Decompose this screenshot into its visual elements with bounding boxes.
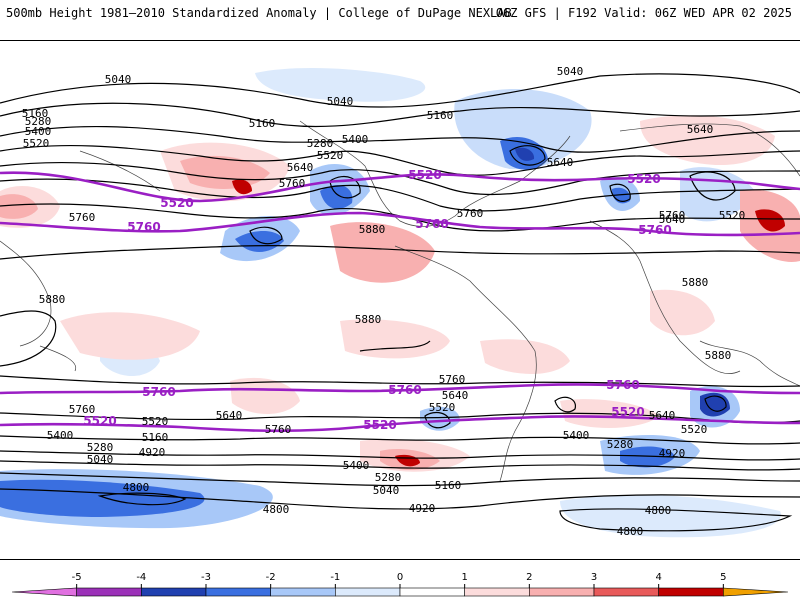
colorbar-tick-label: 5 [720, 572, 726, 583]
positive-anomaly-shading [0, 115, 800, 472]
colorbar-segment [529, 587, 595, 597]
contour-label: 4800 [263, 503, 290, 516]
climatology-lines [0, 171, 800, 433]
contour-label: 5520 [681, 423, 708, 436]
contour-label: 5880 [359, 223, 386, 236]
contour-label: 4920 [659, 447, 686, 460]
climatology-label: 5760 [638, 223, 671, 237]
colorbar-tick-label: -1 [330, 572, 340, 583]
contour-label: 5400 [343, 459, 370, 472]
climatology-label: 5520 [627, 172, 660, 186]
contour-label: 5640 [547, 156, 574, 169]
contour-label: 5520 [719, 209, 746, 222]
contour-label: 5400 [563, 429, 590, 442]
colorbar-scale: -5 -4 -3 -2 -1 0 1 2 3 4 5 [11, 572, 789, 597]
contour-label: 5520 [429, 401, 456, 414]
climatology-label: 5760 [415, 217, 448, 231]
climatology-label: 5520 [83, 414, 116, 428]
contour-label: 4800 [123, 481, 150, 494]
contour-label: 5280 [25, 115, 52, 128]
contour-label: 5520 [142, 415, 169, 428]
contour-label: 5040 [87, 453, 114, 466]
map-panel: 5040 5040 5040 5160 5160 5160 5280 5280 5400 5400… [0, 40, 800, 560]
colorbar-segment [723, 587, 789, 597]
colorbar-segment [141, 587, 207, 597]
contour-label: 4800 [617, 525, 644, 538]
climatology-label: 5520 [611, 405, 644, 419]
contour-label: 5160 [435, 479, 462, 492]
contour-label: 5880 [355, 313, 382, 326]
colorbar-tick-label: 3 [591, 572, 597, 583]
run-info: 06Z GFS | F192 Valid: 06Z WED APR 02 202… [495, 6, 792, 20]
contour-label: 5640 [687, 123, 714, 136]
contour-label: 5400 [25, 125, 52, 138]
contour-label: 5760 [265, 423, 292, 436]
contour-label: 4920 [409, 502, 436, 515]
colorbar-tick-label: -5 [72, 572, 82, 583]
contour-label: 5760 [69, 211, 96, 224]
colorbar-segment [399, 587, 465, 597]
color-legend: -5 -4 -3 -2 -1 0 1 2 3 4 5 [0, 562, 800, 600]
contour-label: 5880 [705, 349, 732, 362]
colorbar-tick-label: 0 [397, 572, 403, 583]
contour-label: 5760 [457, 207, 484, 220]
contour-label: 5280 [375, 471, 402, 484]
contour-label: 5160 [427, 109, 454, 122]
colorbar-tick-label: -2 [266, 572, 276, 583]
contour-label: 5160 [22, 107, 49, 120]
climatology-label: 5760 [606, 378, 639, 392]
colorbar-segment [658, 587, 724, 597]
colorbar-segment [76, 587, 142, 597]
contour-label: 5520 [23, 137, 50, 150]
coastlines [0, 120, 800, 482]
contour-label: 5280 [607, 438, 634, 451]
colorbar-segment [335, 587, 401, 597]
colorbar-tick-label: 1 [461, 572, 467, 583]
contour-label: 5760 [69, 403, 96, 416]
contour-label: 5040 [327, 95, 354, 108]
contour-label: 5160 [142, 431, 169, 444]
climatology-label: 5760 [127, 220, 160, 234]
contour-label: 5040 [373, 484, 400, 497]
climatology-label: 5760 [142, 385, 175, 399]
colorbar-tick-label: -3 [201, 572, 211, 583]
colorbar-segment [270, 587, 336, 597]
contour-label: 5160 [249, 117, 276, 130]
colorbar-segment [593, 587, 659, 597]
contour-label: 5640 [659, 213, 686, 226]
contour-label: 5280 [87, 441, 114, 454]
climatology-label: 5520 [160, 196, 193, 210]
contour-label: 4920 [139, 446, 166, 459]
contour-label: 4800 [645, 504, 672, 517]
contour-label: 5280 [307, 137, 334, 150]
colorbar-segment [205, 587, 271, 597]
contour-label: 5640 [216, 409, 243, 422]
contour-label: 5040 [105, 73, 132, 86]
height-contours [0, 73, 800, 532]
contour-label: 5400 [342, 133, 369, 146]
contour-label: 5400 [47, 429, 74, 442]
contour-label: 5760 [279, 177, 306, 190]
contour-label: 5640 [442, 389, 469, 402]
climatology-label: 5520 [363, 418, 396, 432]
contour-label: 5760 [659, 209, 686, 222]
colorbar-tick-label: -4 [136, 572, 146, 583]
contour-labels: 5040504050405160516051605280528054005400… [22, 65, 746, 538]
contour-label: 5880 [39, 293, 66, 306]
map-title: 500mb Height 1981–2010 Standardized Anom… [6, 6, 512, 20]
climatology-label: 5760 [388, 383, 421, 397]
contour-label: 5640 [287, 161, 314, 174]
colorbar-tick-label: 2 [526, 572, 532, 583]
contour-label: 5640 [649, 409, 676, 422]
contour-label: 5880 [682, 276, 709, 289]
colorbar-tick-label: 4 [655, 572, 661, 583]
colorbar-segment [11, 587, 77, 597]
colorbar-segment [464, 587, 530, 597]
contour-label: 5760 [439, 373, 466, 386]
contour-label: 5520 [317, 149, 344, 162]
anomaly-map: 5040504050405160516051605280528054005400… [0, 65, 800, 538]
climatology-label: 5520 [408, 168, 441, 182]
contour-label: 5040 [557, 65, 584, 78]
